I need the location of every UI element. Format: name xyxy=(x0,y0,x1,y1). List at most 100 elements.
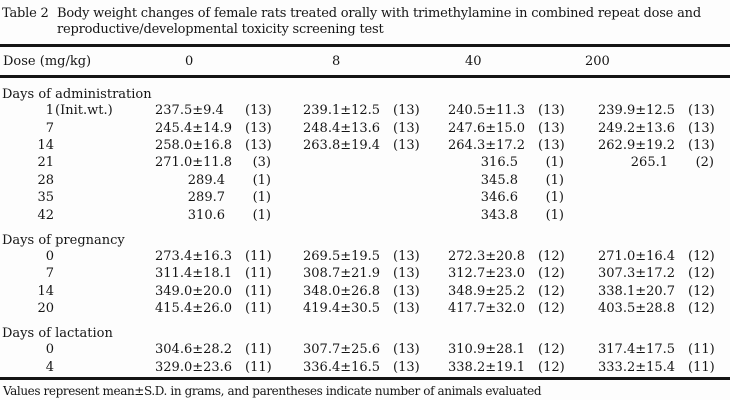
table-cell: 289.4 (1) xyxy=(150,174,298,187)
day-number: 35 xyxy=(37,190,54,206)
table-cell: 239.1±12.5 (13) xyxy=(298,104,443,117)
table-cell: 289.7 (1) xyxy=(150,191,298,204)
bottom-rule xyxy=(0,377,730,380)
cell-value: 346.6 xyxy=(480,190,518,206)
cell-count: (3) xyxy=(252,155,271,171)
table-cell: 348.0±26.8 (13) xyxy=(298,285,443,298)
row-label: 14 xyxy=(0,285,150,298)
cell-count: (11) xyxy=(245,301,272,317)
table-cell: 269.5±19.5 (13) xyxy=(298,250,443,263)
cell-count: (13) xyxy=(393,342,420,358)
table-cell: 348.9±25.2 (12) xyxy=(443,285,593,298)
cell-value: 316.5 xyxy=(480,155,518,171)
dose-value-0: 0 xyxy=(185,54,194,69)
table-cell: 329.0±23.6 (11) xyxy=(150,361,298,374)
cell-count: (13) xyxy=(393,248,420,264)
table-cell: 333.2±15.4 (11) xyxy=(593,361,730,374)
cell-count: (13) xyxy=(688,103,715,119)
dose-column-label: Dose (mg/kg) xyxy=(3,54,92,69)
cell-value: 348.0±26.8 xyxy=(303,283,381,299)
cell-value: 248.4±13.6 xyxy=(303,120,381,136)
table-cell: 310.6 (1) xyxy=(150,209,298,222)
cell-value: 338.1±20.7 xyxy=(598,283,676,299)
day-suffix xyxy=(54,267,55,280)
table-row: 20 415.4±26.0 (11) 419.4±30.5 (13) 417.7±32.0… xyxy=(0,300,730,317)
table-cell: 248.4±13.6 (13) xyxy=(298,122,443,135)
day-number: 7 xyxy=(45,266,54,282)
dose-value-8: 8 xyxy=(332,54,341,69)
cell-value: 262.9±19.2 xyxy=(598,137,676,153)
caption-line-1: Body weight changes of female rats treat… xyxy=(57,6,701,21)
cell-count: (1) xyxy=(545,172,564,188)
table-cell: 336.4±16.5 (13) xyxy=(298,361,443,374)
table-cell: 312.7±23.0 (12) xyxy=(443,267,593,280)
cell-value: 239.1±12.5 xyxy=(303,103,381,119)
table-cell: 245.4±14.9 (13) xyxy=(150,122,298,135)
cell-count: (11) xyxy=(245,359,272,375)
table-cell: 271.0±16.4 (12) xyxy=(593,250,730,263)
table-cell: 316.5 (1) xyxy=(443,156,593,169)
day-number: 7 xyxy=(45,120,54,136)
day-number: 0 xyxy=(45,342,54,358)
cell-value: 273.4±16.3 xyxy=(155,248,233,264)
table-cell: 419.4±30.5 (13) xyxy=(298,302,443,315)
cell-value: 310.6 xyxy=(187,207,225,223)
day-suffix xyxy=(54,302,55,315)
cell-count: (13) xyxy=(245,103,272,119)
cell-count: (11) xyxy=(245,248,272,264)
row-label: 4 xyxy=(0,361,150,374)
cell-count: (13) xyxy=(393,359,420,375)
table-cell: 304.6±28.2 (11) xyxy=(150,343,298,356)
cell-count: (11) xyxy=(245,342,272,358)
cell-value: 289.7 xyxy=(187,190,225,206)
cell-value: 264.3±17.2 xyxy=(448,137,526,153)
cell-value: 272.3±20.8 xyxy=(448,248,526,264)
cell-value: 271.0±16.4 xyxy=(598,248,676,264)
cell-count: (13) xyxy=(393,266,420,282)
table-row: 14 258.0±16.8 (13) 263.8±19.4 (13) 264.3±17.2… xyxy=(0,137,730,154)
table-cell: 310.9±28.1 (12) xyxy=(443,343,593,356)
table-row: 1 (Init.wt.) 237.5±9.4 (13) 239.1±12.5 (13) 24… xyxy=(0,102,730,119)
day-suffix xyxy=(54,156,55,169)
table-cell: 237.5±9.4 (13) xyxy=(150,104,298,117)
cell-count: (13) xyxy=(538,137,565,153)
cell-count: (11) xyxy=(688,359,715,375)
cell-count: (13) xyxy=(393,283,420,299)
table-cell: 311.4±18.1 (11) xyxy=(150,267,298,280)
table-row: 7 311.4±18.1 (11) 308.7±21.9 (13) 312.7±23.0 (… xyxy=(0,265,730,282)
cell-count: (11) xyxy=(245,283,272,299)
cell-count: (12) xyxy=(538,301,565,317)
table-cell: 247.6±15.0 (13) xyxy=(443,122,593,135)
cell-value: 348.9±25.2 xyxy=(448,283,526,299)
cell-count: (2) xyxy=(695,155,714,171)
cell-count: (1) xyxy=(252,172,271,188)
cell-value: 240.5±11.3 xyxy=(448,103,526,119)
table-cell: 343.8 (1) xyxy=(443,209,593,222)
cell-count: (1) xyxy=(545,207,564,223)
row-label: 7 xyxy=(0,122,150,135)
cell-count: (1) xyxy=(545,155,564,171)
table-cell: 239.9±12.5 (13) xyxy=(593,104,730,117)
table-cell: 272.3±20.8 (12) xyxy=(443,250,593,263)
table-row: 21 271.0±11.8 (3) 316.5 (1) 265.1 (2) xyxy=(0,154,730,171)
cell-value: 349.0±20.0 xyxy=(155,283,233,299)
cell-count: (11) xyxy=(245,266,272,282)
cell-value: 265.1 xyxy=(630,155,668,171)
row-label: 21 xyxy=(0,156,150,169)
row-label: 35 xyxy=(0,191,150,204)
cell-value: 269.5±19.5 xyxy=(303,248,381,264)
cell-count: (12) xyxy=(688,266,715,282)
cell-count: (13) xyxy=(245,120,272,136)
table-cell: 258.0±16.8 (13) xyxy=(150,139,298,152)
row-label: 20 xyxy=(0,302,150,315)
cell-count: (13) xyxy=(393,103,420,119)
table-row: 0 273.4±16.3 (11) 269.5±19.5 (13) 272.3±20.8 (… xyxy=(0,248,730,265)
day-number: 14 xyxy=(37,283,54,299)
cell-count: (12) xyxy=(688,248,715,264)
header-rule xyxy=(0,75,730,78)
table-row: 4 329.0±23.6 (11) 336.4±16.5 (13) 338.2±19.1 (… xyxy=(0,359,730,376)
day-number: 20 xyxy=(37,301,54,317)
cell-value: 312.7±23.0 xyxy=(448,266,526,282)
day-number: 21 xyxy=(37,155,54,171)
dose-value-200: 200 xyxy=(585,54,610,69)
